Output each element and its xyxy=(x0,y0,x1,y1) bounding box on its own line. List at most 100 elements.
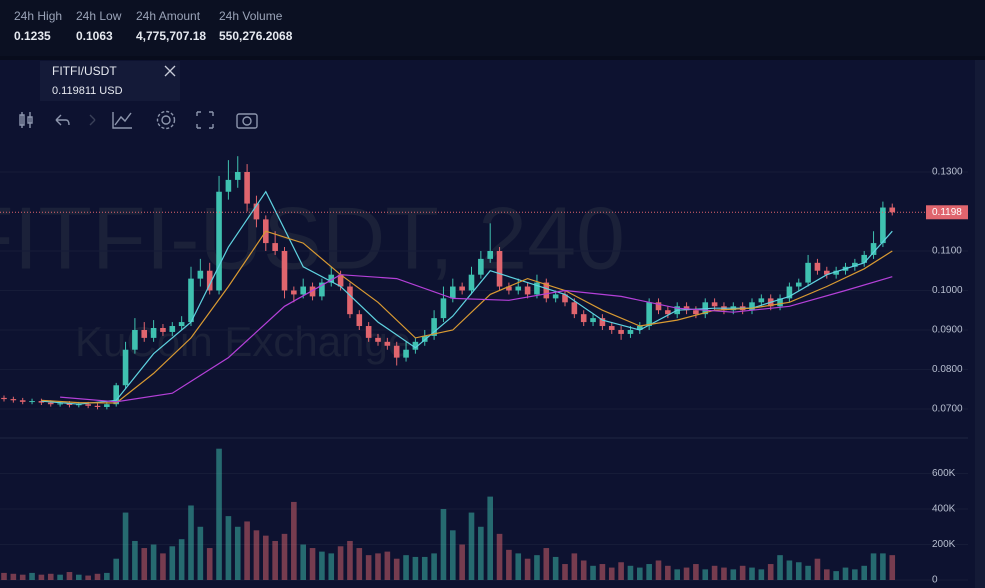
candle-body xyxy=(440,298,447,319)
candle-body xyxy=(655,302,662,311)
volume-bar xyxy=(833,571,839,580)
candle-body xyxy=(711,302,718,307)
volume-bar xyxy=(655,560,662,580)
candle-body xyxy=(113,385,119,405)
candle-body xyxy=(319,282,325,297)
volume-bar xyxy=(431,553,437,580)
divider xyxy=(0,56,985,60)
y-tick-label: 0.0700 xyxy=(932,404,963,415)
candle-body xyxy=(94,405,101,407)
candle-body xyxy=(627,329,634,334)
volume-bar xyxy=(66,572,73,580)
symbol-box[interactable] xyxy=(40,61,180,101)
volume-bar xyxy=(412,556,419,580)
volume-bar xyxy=(777,555,783,580)
moving-average xyxy=(41,190,893,405)
volume-bar xyxy=(496,533,503,580)
candle-body xyxy=(880,207,886,244)
volume-bar xyxy=(852,569,858,580)
volume-bar xyxy=(328,553,335,580)
volume-bar xyxy=(889,555,896,580)
volume-bar xyxy=(580,560,587,580)
candle-body xyxy=(132,329,138,350)
volume-bar xyxy=(758,569,765,580)
volume-bar xyxy=(478,526,484,580)
candle-body xyxy=(104,404,110,407)
moving-average xyxy=(41,230,893,404)
volume-bar xyxy=(319,551,325,580)
candle-body xyxy=(403,349,409,358)
candle-body xyxy=(795,282,802,287)
candle-body xyxy=(169,326,176,332)
indicator-icon[interactable] xyxy=(112,112,132,129)
volume-bar xyxy=(665,565,671,580)
stats: 24h High 0.1235 24h Low 0.1063 24h Amount 4,7… xyxy=(14,9,293,43)
volume-bar xyxy=(253,530,260,580)
scroll-strip xyxy=(975,60,985,588)
candle-body xyxy=(150,327,157,338)
volume-bar xyxy=(188,505,194,580)
candle-body xyxy=(197,270,204,279)
candle-body xyxy=(524,286,531,295)
volume-bar xyxy=(1,572,7,580)
volume-bar xyxy=(384,551,391,580)
close-icon[interactable] xyxy=(164,65,176,77)
candle-body xyxy=(66,403,73,406)
volume-bar xyxy=(440,509,447,580)
candle-body xyxy=(599,318,606,327)
y-tick-label: 0.1100 xyxy=(932,246,962,257)
volume-bar xyxy=(767,564,774,580)
volume-bar xyxy=(627,565,634,580)
candle-body xyxy=(861,254,867,263)
volume-bar xyxy=(552,556,559,580)
candle-body xyxy=(618,329,624,334)
settings-icon[interactable] xyxy=(161,115,171,125)
candle-body xyxy=(683,306,690,311)
volume-bar xyxy=(683,567,690,580)
volume-bar xyxy=(646,564,652,580)
y-tick-label: 0.0800 xyxy=(932,364,963,375)
stat-value: 0.1235 xyxy=(14,29,51,43)
volume-bar xyxy=(85,575,91,580)
candle-body xyxy=(356,314,363,327)
volume-tick-label: 0 xyxy=(932,575,938,586)
candle-body xyxy=(291,290,297,295)
volume-bar xyxy=(880,553,886,580)
candle-body xyxy=(47,402,54,405)
volume-bar xyxy=(599,564,606,580)
volume-bar xyxy=(618,562,624,580)
volume-bar xyxy=(730,569,737,580)
stat-value: 550,276.2068 xyxy=(219,29,293,43)
candle-body xyxy=(188,278,194,323)
volume-bar xyxy=(674,569,680,580)
candle-body xyxy=(777,298,783,307)
candle-body xyxy=(580,314,587,323)
stat-label: 24h Low xyxy=(76,9,122,23)
candle-body xyxy=(571,302,578,315)
candle-body xyxy=(450,286,456,299)
plot: 0.0700 0.0800 0.0900 0.1000 0.1100 0.1300 0 200… xyxy=(0,156,968,586)
camera-icon[interactable] xyxy=(236,113,258,129)
stat-label: 24h Volume xyxy=(219,9,283,23)
volume-bar xyxy=(702,569,709,580)
volume-bar xyxy=(795,562,802,580)
volume-bar xyxy=(160,553,166,580)
candle-body xyxy=(459,286,465,291)
volume-bar xyxy=(749,567,755,580)
candle-body xyxy=(365,326,372,338)
candle-body xyxy=(253,203,260,220)
volume-bar xyxy=(216,448,222,580)
undo-icon[interactable] xyxy=(55,114,70,126)
volume-tick-label: 400K xyxy=(932,504,956,515)
volume-bar xyxy=(711,565,718,580)
candle-body xyxy=(206,270,213,291)
stat-value: 0.1063 xyxy=(76,29,113,43)
candle-icon[interactable] xyxy=(19,112,33,128)
volume-bar xyxy=(38,574,45,580)
volume-bar xyxy=(824,569,830,580)
candle-body xyxy=(57,403,63,405)
candle-body xyxy=(10,399,17,401)
volume-bar xyxy=(515,553,522,580)
redo-icon[interactable] xyxy=(89,114,96,126)
fullscreen-icon[interactable] xyxy=(196,111,214,129)
